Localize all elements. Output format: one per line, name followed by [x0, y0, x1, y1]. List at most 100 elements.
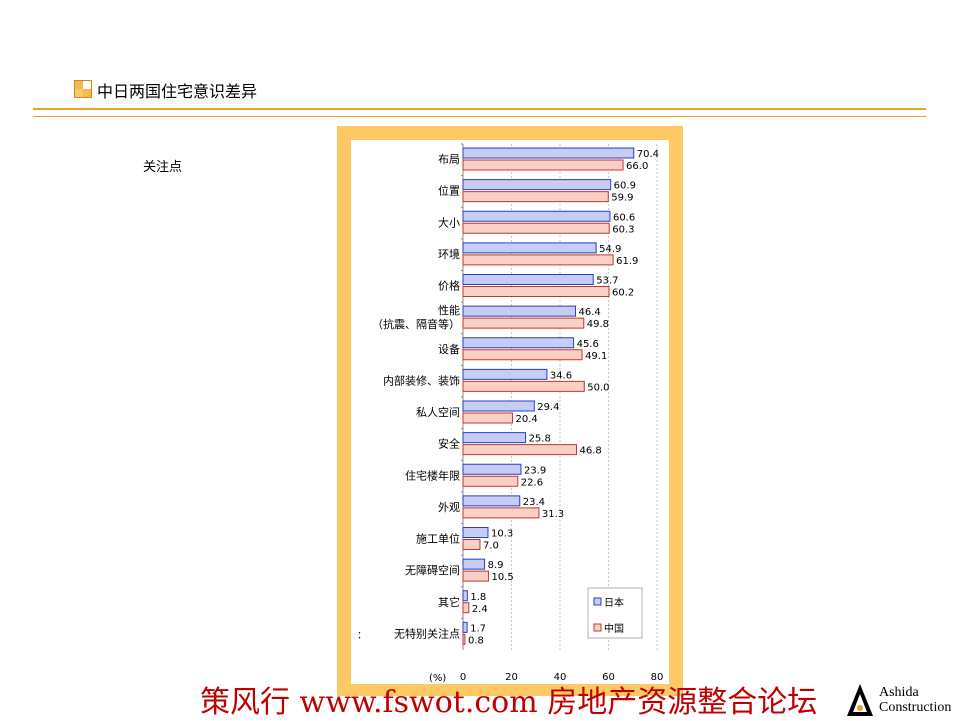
bar-japan [462, 558, 486, 570]
bar-japan [462, 242, 597, 254]
category-label: 无障碍空间 [405, 563, 460, 577]
bar-japan [462, 495, 521, 507]
bar-china [462, 317, 585, 329]
data-label: 20.4 [515, 414, 537, 425]
x-axis-unit: (%) [429, 673, 446, 684]
bar-china [462, 286, 610, 297]
data-label: 10.5 [491, 572, 513, 583]
bar-china [462, 159, 624, 171]
bar-japan [462, 400, 535, 412]
data-label: 50.0 [587, 382, 609, 393]
bar-china [462, 222, 610, 234]
category-label: 住宅楼年限 [405, 468, 460, 482]
data-label: 60.9 [614, 181, 636, 192]
data-label: 34.6 [550, 370, 572, 381]
data-label: 31.3 [542, 509, 564, 520]
data-label: 25.8 [529, 434, 551, 445]
data-label: 8.9 [488, 560, 504, 571]
bar-china [462, 539, 481, 550]
footer-watermark: 策风行 www.fswot.com 房地产资源整合论坛 [200, 685, 818, 720]
category-label: 无特别关注点 [394, 626, 460, 640]
page-title: 中日两国住宅意识差异 [97, 82, 258, 101]
legend-label: 中国 [604, 622, 624, 635]
data-label: 53.7 [596, 276, 618, 287]
category-label: 性能 [438, 303, 460, 317]
bar-china [462, 191, 609, 203]
category-label: 安全 [438, 437, 460, 451]
bar-japan [462, 432, 527, 444]
x-tick-label: 20 [505, 672, 518, 683]
category-label: 外观 [438, 501, 460, 514]
bar-japan [462, 368, 548, 380]
data-label: 46.8 [579, 446, 601, 457]
category-label: 大小 [438, 215, 460, 229]
bar-japan [462, 274, 594, 285]
data-label: 66.0 [626, 161, 648, 172]
bar-japan [462, 147, 635, 159]
x-tick-label: 40 [554, 672, 567, 683]
bar-china [462, 602, 470, 614]
category-label: 布局 [438, 153, 460, 166]
title-bullet-icon [74, 80, 92, 98]
bar-japan [462, 305, 577, 317]
category-label: 价格 [438, 279, 460, 293]
logo-text-line1: Ashida [879, 685, 919, 700]
data-label: 45.6 [577, 339, 599, 350]
data-label: 49.8 [587, 319, 609, 330]
bar-china [462, 633, 466, 645]
data-label: 60.3 [612, 224, 634, 235]
data-label: 1.8 [470, 592, 486, 603]
category-label: 位置 [438, 184, 460, 198]
category-label-prefix: ： [357, 630, 367, 641]
bar-china [462, 349, 583, 361]
data-label: 54.9 [599, 244, 621, 255]
bar-chart: 布局 70.466.0 位置 60.959.9 大小 60.660.3 环境 54.961.9… [357, 143, 664, 684]
data-label: 49.1 [585, 351, 607, 362]
data-label: 22.6 [521, 477, 543, 488]
data-label: 10.3 [491, 529, 513, 540]
data-label: 23.9 [524, 465, 546, 476]
data-label: 2.4 [472, 604, 488, 615]
bar-china [462, 475, 519, 487]
bar-china [462, 380, 585, 392]
category-label: 设备 [438, 342, 460, 356]
data-label: 70.4 [637, 149, 659, 160]
header-rule-bottom [33, 116, 926, 117]
bar-japan [462, 590, 468, 602]
header-rule-top [33, 108, 926, 110]
category-label: 私人空间 [416, 405, 460, 419]
bar-china [462, 444, 577, 456]
bar-china [462, 570, 489, 582]
bar-china [462, 507, 540, 519]
data-label: 59.9 [611, 193, 633, 204]
data-label: 46.4 [579, 307, 601, 318]
logo-text-line2: Construction [879, 700, 952, 715]
focus-points-label: 关注点 [143, 160, 183, 175]
bar-japan [462, 337, 575, 349]
x-tick-label: 80 [651, 672, 664, 683]
data-label: 60.2 [612, 288, 634, 299]
data-label: 61.9 [616, 256, 638, 267]
legend-label: 日本 [604, 596, 624, 609]
bar-china [462, 412, 513, 424]
bar-japan [462, 210, 611, 222]
data-label: 29.4 [537, 402, 559, 413]
logo-triangle-icon [847, 684, 873, 716]
legend-swatch [593, 623, 602, 632]
data-label: 60.6 [613, 212, 635, 223]
category-label: 施工单位 [416, 532, 460, 546]
bar-japan [462, 527, 489, 538]
category-label: 内部装修、装饰 [383, 373, 460, 387]
bar-japan [462, 179, 612, 191]
data-label: 1.7 [470, 623, 486, 634]
category-label: 环境 [438, 247, 460, 261]
x-tick-label: 0 [460, 672, 466, 683]
data-label: 23.4 [523, 497, 545, 508]
category-label-line2: （抗震、隔音等） [372, 317, 460, 331]
company-logo: Ashida Construction [845, 682, 960, 720]
bar-china [462, 254, 614, 266]
legend-swatch [593, 597, 602, 606]
bar-japan [462, 463, 522, 475]
data-label: 7.0 [483, 541, 499, 552]
x-tick-label: 60 [602, 672, 615, 683]
